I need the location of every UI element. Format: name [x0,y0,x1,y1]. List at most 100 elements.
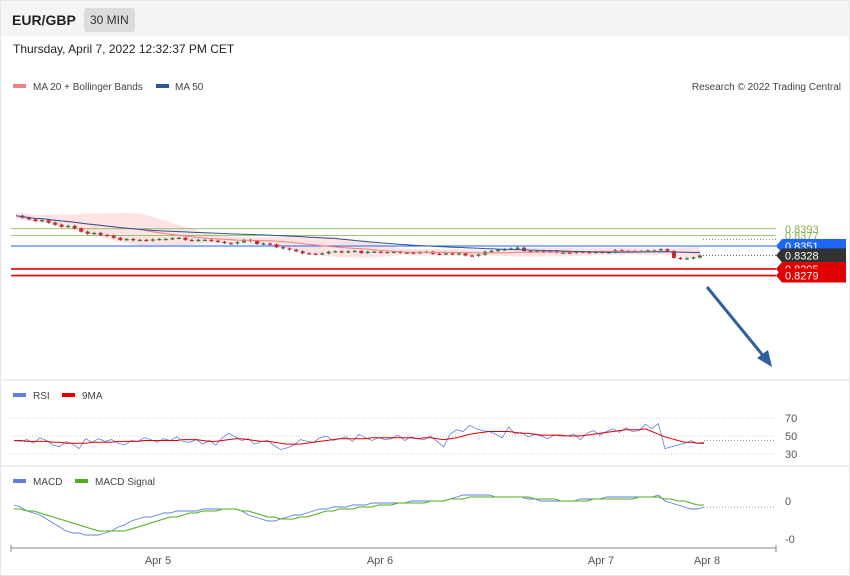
candle-body [294,249,299,252]
candle-body [437,253,442,255]
candle-body [209,239,214,242]
rsi-ma-legend-label: 9MA [82,391,103,402]
candle-body [587,252,592,254]
macd-tick-label: -0 [785,534,795,546]
candle-body [665,249,670,251]
candle-body [561,252,566,254]
x-tick-label: Apr 8 [694,555,720,567]
candle-body [170,238,175,240]
candle-body [79,228,84,232]
candle-body [85,231,90,234]
candle-body [320,253,325,255]
candle-body [619,250,624,252]
candle-body [33,219,38,221]
candle-body [339,251,344,253]
candle-body [398,251,403,253]
candle-body [326,251,331,254]
candle-body [470,255,474,257]
macd-signal-legend-label: MACD Signal [95,477,155,488]
candle-body [476,254,481,256]
candle-body [496,249,501,251]
rsi-tick-label: 70 [785,413,797,425]
candle-body [456,253,461,255]
candle-body [261,243,266,245]
candle-body [255,241,260,244]
last-price-tag [776,248,846,263]
macd-legend-swatch [13,479,26,483]
candle-body [66,225,71,228]
candle-body [242,239,246,243]
rsi-tick-label: 50 [785,431,797,443]
candle-body [678,257,683,260]
credit-label: Research © 2022 Trading Central [692,82,841,93]
forecast-arrow-shaft [705,286,767,359]
ma50-legend-swatch [156,84,169,88]
candle-body [287,248,292,250]
candle-body [202,239,207,242]
forecast-arrow [705,286,772,367]
candle-body [124,239,129,241]
candle-body [684,258,689,260]
rsi-legend-swatch [13,393,26,397]
candle-body [346,251,351,253]
candle-body [515,247,520,249]
candle-body [372,251,377,253]
candle-body [235,242,240,244]
candle-body [189,239,194,242]
macd-line [13,494,705,536]
candle-body [580,251,585,253]
support-label: 0.8279 [785,271,819,283]
candle-body [176,237,181,239]
candle-body [183,237,188,240]
candle-body [300,251,305,254]
x-tick-label: Apr 7 [588,555,614,567]
candle-body [313,253,318,255]
candle-body [411,252,416,254]
candle-body [541,250,546,253]
ma20-legend-swatch [13,84,26,88]
candle-body [53,222,58,225]
candle-body [391,251,396,253]
rsi-ma-line [14,428,704,445]
candle-body [378,251,383,253]
candle-body [671,250,676,258]
candle-body [404,252,409,254]
datetime-label: Thursday, April 7, 2022 12:32:37 PM CET [13,42,235,56]
candle-body [105,234,110,237]
candle-body [522,247,527,251]
timeframe-button[interactable]: 30 MIN [84,8,135,32]
candle-body [352,250,357,253]
candle-body [281,247,286,249]
candle-body [98,232,103,235]
candle-body [150,239,155,241]
moving-averages [15,215,701,254]
macd-signal-legend-swatch [75,479,88,483]
candle-body [307,253,312,255]
support-tag [776,268,846,283]
resistance-label: 0.8393 [785,224,819,236]
x-axis: Apr 5 Apr 6 Apr 7 Apr 8 [10,545,777,567]
candle-body [228,243,233,245]
x-tick-label: Apr 6 [367,555,393,567]
candle-body [144,239,149,242]
candle-body [443,253,448,255]
candle-body [274,244,279,248]
candle-body [131,239,136,241]
macd-signal-line [14,496,704,532]
candle-body [502,249,507,251]
candle-body [111,235,116,238]
candle-body [658,249,663,251]
candle-body [46,220,51,223]
ma50-line [15,215,700,253]
candle-body [606,252,611,254]
ma20-legend-label: MA 20 + Bollinger Bands [33,82,143,93]
candle-body [59,224,64,227]
candle-body [535,250,540,253]
x-tick-label: Apr 5 [145,555,171,567]
candle-body [365,251,370,253]
candle-body [40,220,45,222]
rsi-tick-label: 30 [785,449,797,461]
last-price-label: 0.8328 [785,250,819,262]
